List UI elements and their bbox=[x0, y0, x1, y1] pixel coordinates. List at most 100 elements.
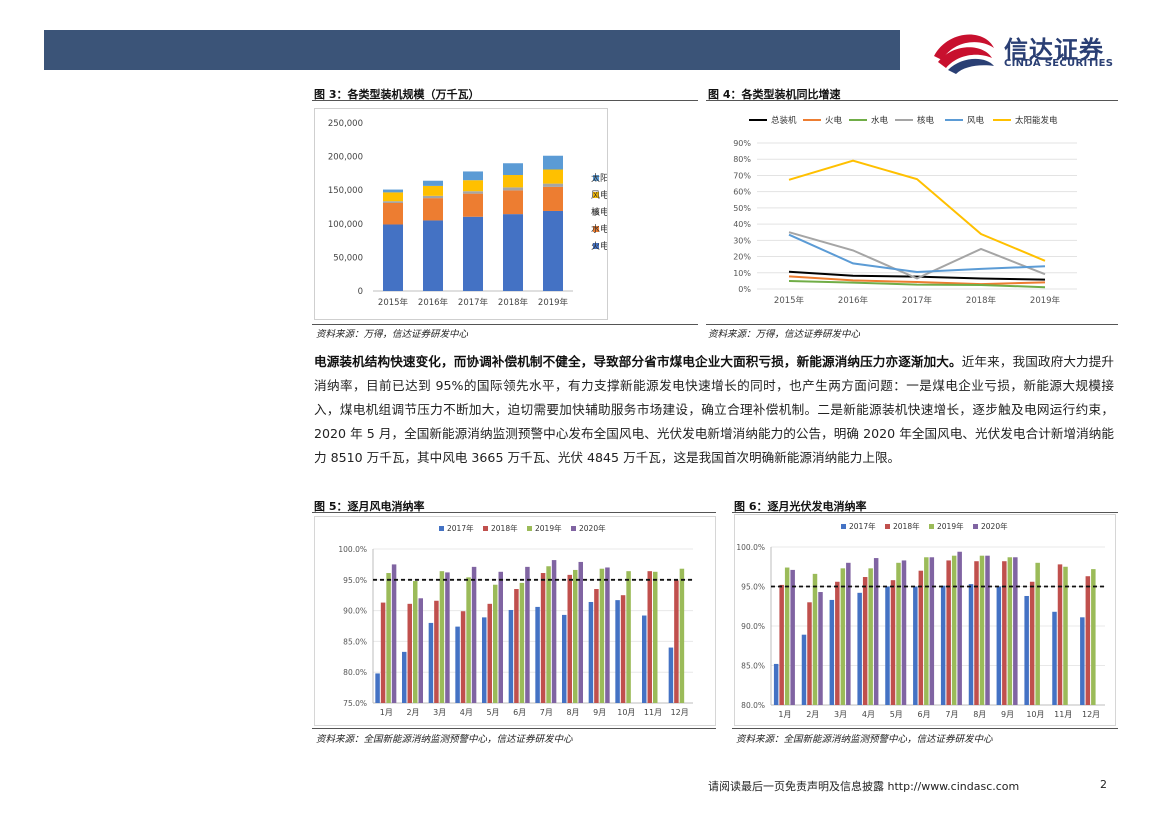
fig6-legend-swatch bbox=[929, 524, 934, 529]
fig6-source: 资料来源：全国新能源消纳监测预警中心，信达证券研发中心 bbox=[736, 734, 993, 745]
fig4-source: 资料来源：万得，信达证券研发中心 bbox=[708, 329, 861, 340]
fig3-bar-segment bbox=[463, 193, 483, 217]
fig6-bar bbox=[807, 602, 812, 705]
fig5-bar bbox=[551, 560, 557, 703]
fig4-series-line bbox=[788, 270, 1046, 281]
fig6-bar bbox=[901, 560, 907, 705]
fig6-legend-label: 2019年 bbox=[937, 521, 964, 531]
fig5-xtick: 12月 bbox=[671, 708, 689, 717]
fig5-ytick: 85.0% bbox=[343, 637, 367, 646]
fig6-bar bbox=[779, 584, 784, 705]
fig6-bar bbox=[968, 584, 974, 705]
fig6-xtick: 7月 bbox=[945, 710, 958, 719]
fig3-bar-segment bbox=[383, 201, 403, 204]
fig3-bottom-rule bbox=[312, 324, 698, 325]
fig6-bar bbox=[1013, 557, 1018, 705]
fig5-ytick: 75.0% bbox=[343, 699, 367, 708]
fig5-bar bbox=[620, 595, 626, 703]
fig4-ytick: 30% bbox=[733, 236, 751, 245]
fig5-bar bbox=[460, 611, 466, 703]
fig5-xtick: 10月 bbox=[617, 708, 635, 717]
fig4-legend-label: 水电 bbox=[871, 115, 889, 126]
fig5-chart: 100.0% 95.0% 90.0% 85.0% 80.0% 75.0% 1月 2月 3月 4月 5… bbox=[314, 516, 716, 726]
fig6-bar bbox=[896, 562, 901, 705]
body-rest: 近年来，我国政府大力提升消纳率，目前已达到 95%的国际领先水平，有力支撑新能源… bbox=[314, 354, 1115, 465]
fig3-bar-segment bbox=[543, 210, 563, 291]
fig3-xtick: 2019年 bbox=[538, 297, 569, 308]
fig4-ytick: 20% bbox=[733, 253, 751, 262]
fig6-bottom-rule bbox=[732, 728, 1118, 729]
fig3-bar-segment bbox=[423, 185, 443, 196]
fig3-legend-swatch bbox=[593, 209, 599, 215]
fig6-xtick: 5月 bbox=[890, 710, 903, 719]
fig6-bar bbox=[1063, 566, 1068, 705]
fig4-ytick: 40% bbox=[733, 220, 751, 229]
fig5-bar bbox=[493, 584, 498, 703]
fig5-ytick: 90.0% bbox=[343, 607, 367, 616]
fig5-bar bbox=[562, 614, 567, 703]
fig6-bar bbox=[1052, 611, 1057, 705]
fig4-series-line bbox=[788, 280, 1046, 289]
fig6-bar bbox=[801, 634, 807, 705]
fig6-svg: 100.0% 95.0% 90.0% 85.0% 80.0% 1月 2月 3月 4月 5月 6月 7月… bbox=[736, 521, 1105, 719]
fig5-xtick: 9月 bbox=[593, 708, 606, 717]
fig5-legend-label: 2017年 bbox=[447, 523, 474, 533]
fig5-bar bbox=[434, 600, 439, 703]
fig5-ytick: 95.0% bbox=[343, 576, 367, 585]
fig5-bar bbox=[540, 573, 546, 703]
fig3-legend-swatch bbox=[593, 226, 599, 232]
fig3-ytick: 50,000 bbox=[333, 253, 363, 263]
fig6-ytick: 80.0% bbox=[741, 701, 765, 710]
logo-en-text: CINDA SECURITIES bbox=[1004, 58, 1114, 69]
body-bold-lead: 电源装机结构快速变化，而协调补偿机制不健全，导致部分省市煤电企业大面积亏损，新能… bbox=[314, 354, 962, 369]
fig5-bar bbox=[482, 617, 487, 703]
fig3-title: 图 3：各类型装机规模（万千瓦） bbox=[314, 88, 480, 101]
fig3-ytick: 200,000 bbox=[328, 153, 363, 163]
fig5-bar bbox=[573, 569, 578, 703]
fig6-bar bbox=[924, 557, 929, 705]
fig4-ytick: 70% bbox=[733, 171, 751, 180]
fig6-bar bbox=[951, 555, 957, 705]
fig5-bar bbox=[626, 571, 631, 703]
fig3-legend-label: 核电 bbox=[591, 206, 607, 218]
fig5-bar bbox=[599, 568, 605, 703]
fig6-chart: 100.0% 95.0% 90.0% 85.0% 80.0% 1月 2月 3月 4月 5月 6月 7月… bbox=[734, 514, 1116, 726]
footer-disclaimer: 请阅读最后一页免责声明及信息披露 http://www.cindasc.com bbox=[708, 780, 1020, 793]
fig6-bar bbox=[996, 586, 1002, 705]
fig6-xtick: 8月 bbox=[973, 710, 986, 719]
fig5-bar bbox=[455, 626, 460, 703]
fig3-legend-swatch bbox=[593, 192, 599, 198]
page-number: 2 bbox=[1100, 778, 1107, 791]
fig3-chart: 250,000 200,000 150,000 100,000 50,000 0 2015年… bbox=[314, 108, 636, 320]
fig5-bar bbox=[578, 561, 583, 703]
fig5-bar bbox=[445, 572, 450, 703]
fig3-bar-segment bbox=[423, 180, 443, 186]
fig5-bar bbox=[594, 589, 599, 703]
fig5-legend-swatch bbox=[571, 526, 576, 531]
fig6-bar bbox=[890, 580, 896, 705]
fig5-rule bbox=[312, 512, 716, 513]
fig3-source: 资料来源：万得，信达证券研发中心 bbox=[316, 329, 469, 340]
fig4-ytick: 90% bbox=[733, 139, 751, 148]
fig4-legend-label: 太阳能发电 bbox=[1015, 115, 1058, 126]
fig6-bar bbox=[1085, 576, 1091, 705]
fig5-bar bbox=[407, 603, 412, 703]
fig4-series-line bbox=[788, 275, 1046, 286]
fig3-bar-segment bbox=[423, 195, 443, 199]
fig3-bar-segment bbox=[383, 189, 403, 193]
fig4-ytick: 60% bbox=[733, 188, 751, 197]
fig6-bar bbox=[913, 586, 918, 705]
fig5-bar bbox=[471, 566, 477, 703]
fig5-bar bbox=[588, 601, 594, 703]
fig6-xtick: 9月 bbox=[1001, 710, 1014, 719]
fig6-bar bbox=[784, 567, 790, 705]
fig3-ytick: 250,000 bbox=[328, 119, 363, 129]
fig3-legend-label: 太阳能发电 bbox=[591, 172, 607, 184]
fig3-bar-segment bbox=[383, 224, 403, 291]
fig6-bar bbox=[1057, 564, 1063, 705]
fig6-title: 图 6：逐月光伏发电消纳率 bbox=[734, 500, 867, 513]
fig5-bar bbox=[428, 622, 434, 703]
fig5-bar bbox=[615, 600, 620, 703]
fig5-xtick: 11月 bbox=[644, 708, 662, 717]
fig5-bar bbox=[674, 580, 679, 703]
